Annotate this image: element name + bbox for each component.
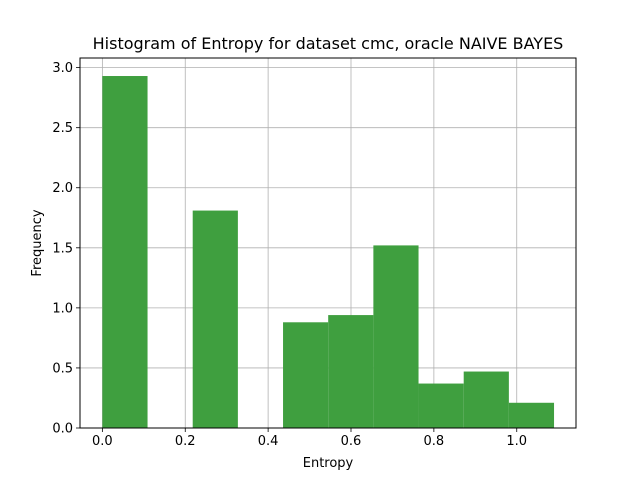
histogram-bar-6 bbox=[373, 245, 419, 428]
y-axis-label: Frequency bbox=[30, 209, 45, 276]
y-tick-label: 0.0 bbox=[52, 422, 73, 437]
x-tick-label: 0.8 bbox=[424, 434, 445, 449]
histogram-bar-0 bbox=[102, 76, 148, 429]
x-tick-label: 0.2 bbox=[175, 434, 196, 449]
y-tick-label: 1.5 bbox=[52, 241, 73, 256]
x-tick-label: 0.6 bbox=[341, 434, 362, 449]
y-tick-label: 1.0 bbox=[52, 301, 73, 316]
y-tick-label: 3.0 bbox=[52, 61, 73, 76]
y-tick-label: 2.0 bbox=[52, 181, 73, 196]
y-tick-label: 0.5 bbox=[52, 361, 73, 376]
x-tick-label: 1.0 bbox=[506, 434, 527, 449]
plot-area-frame bbox=[79, 57, 577, 429]
histogram-bars bbox=[102, 76, 555, 429]
chart-title: Histogram of Entropy for dataset cmc, or… bbox=[93, 34, 564, 53]
histogram-bar-2 bbox=[192, 210, 238, 428]
y-tick-label: 2.5 bbox=[52, 121, 73, 136]
histogram-bar-5 bbox=[328, 315, 374, 428]
histogram-bar-9 bbox=[508, 402, 555, 428]
histogram-bar-7 bbox=[418, 383, 464, 428]
x-tick-label: 0.0 bbox=[92, 434, 113, 449]
x-tick-label: 0.4 bbox=[258, 434, 279, 449]
histogram-bar-4 bbox=[283, 322, 329, 428]
axis-ticks: 0.0 0.2 0.4 0.6 0.8 1.0 0.0 0.5 1.0 1.5 2.0 2.5 3.0 bbox=[52, 61, 527, 449]
x-axis-label: Entropy bbox=[303, 456, 354, 471]
histogram-bar-8 bbox=[463, 371, 509, 428]
